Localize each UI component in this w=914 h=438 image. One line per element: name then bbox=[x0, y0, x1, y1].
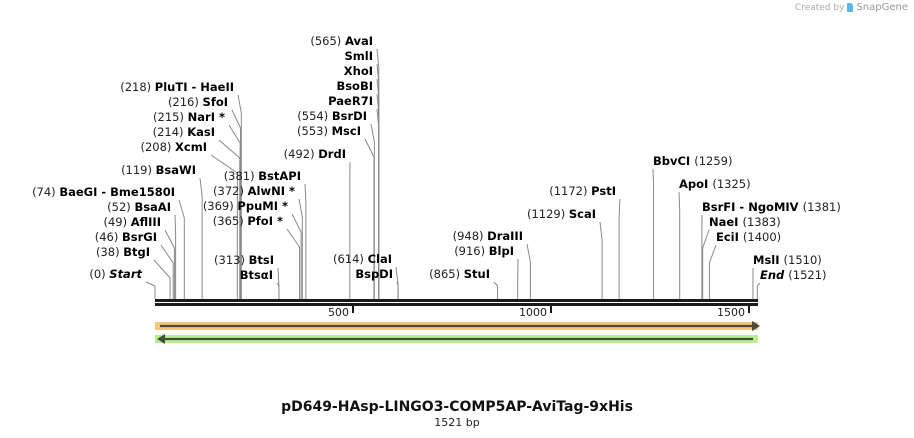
restriction-site-label[interactable]: End (1521) bbox=[760, 268, 827, 282]
green-feature-reverse[interactable] bbox=[155, 334, 758, 344]
tick-mark bbox=[352, 306, 354, 313]
tick-label: 1500 bbox=[717, 306, 745, 319]
restriction-site-label[interactable]: BsoBI bbox=[336, 79, 373, 93]
restriction-site-label[interactable]: (553) MscI bbox=[297, 124, 361, 138]
restriction-site-label[interactable]: PaeR7I bbox=[328, 94, 373, 108]
restriction-site-label[interactable]: (216) SfoI bbox=[168, 95, 228, 109]
restriction-site-label[interactable]: (313) BtsI bbox=[214, 253, 274, 267]
restriction-site-label[interactable]: (372) AlwNI * bbox=[213, 184, 295, 198]
snapgene-logo-icon bbox=[847, 3, 854, 12]
restriction-site-label[interactable]: (865) StuI bbox=[429, 267, 490, 281]
restriction-site-label[interactable]: (0) Start bbox=[89, 267, 142, 281]
restriction-site-label[interactable]: NaeI (1383) bbox=[709, 215, 781, 229]
sequence-length: 1521 bp bbox=[434, 416, 480, 429]
restriction-site-label[interactable]: (554) BsrDI bbox=[297, 109, 367, 123]
restriction-site-label[interactable]: (614) ClaI bbox=[333, 252, 392, 266]
tick-label: 1000 bbox=[519, 306, 547, 319]
restriction-site-label[interactable]: (119) BsaWI bbox=[121, 163, 196, 177]
restriction-site-label[interactable]: (1172) PstI bbox=[549, 184, 616, 198]
map-title: pD649-HAsp-LINGO3-COMP5AP-AviTag-9xHis bbox=[281, 399, 633, 415]
restriction-site-label[interactable]: (492) DrdI bbox=[284, 147, 346, 161]
tick-mark bbox=[550, 306, 552, 313]
restriction-site-label[interactable]: XhoI bbox=[344, 64, 373, 78]
tick-mark bbox=[748, 306, 750, 313]
restriction-site-label[interactable]: (38) BtgI bbox=[96, 245, 150, 259]
restriction-site-label[interactable]: (218) PluTI - HaeII bbox=[120, 80, 234, 94]
restriction-site-label[interactable]: SmlI bbox=[345, 49, 374, 63]
restriction-site-label[interactable]: (215) NarI * bbox=[153, 110, 225, 124]
restriction-site-label[interactable]: (365) PfoI * bbox=[213, 214, 283, 228]
restriction-site-label[interactable]: (916) BlpI bbox=[454, 244, 514, 258]
restriction-site-label[interactable]: (369) PpuMI * bbox=[203, 199, 288, 213]
restriction-site-label[interactable]: (1129) ScaI bbox=[527, 207, 596, 221]
credit-brand: SnapGene bbox=[856, 2, 908, 13]
restriction-site-label[interactable]: ApoI (1325) bbox=[679, 177, 751, 191]
restriction-site-label[interactable]: MslI (1510) bbox=[753, 253, 822, 267]
restriction-site-label[interactable]: (49) AflIII bbox=[103, 215, 161, 229]
features bbox=[155, 321, 760, 344]
credit: Created by SnapGene bbox=[795, 2, 908, 13]
site-labels: (0) Start(38) BtgI(46) BsrGI(49) AflIII(… bbox=[32, 34, 841, 282]
restriction-site-label[interactable]: (381) BstAPI bbox=[224, 169, 301, 183]
site-lines bbox=[145, 48, 761, 299]
restriction-site-label[interactable]: (214) KasI bbox=[153, 125, 215, 139]
restriction-site-label[interactable]: (948) DraIII bbox=[453, 229, 523, 243]
orange-feature-forward[interactable] bbox=[155, 321, 760, 331]
restriction-site-label[interactable]: (565) AvaI bbox=[310, 34, 373, 48]
restriction-site-label[interactable]: (208) XcmI bbox=[140, 140, 207, 154]
restriction-site-label[interactable]: EciI (1400) bbox=[716, 230, 781, 244]
restriction-site-label[interactable]: BtsαI bbox=[240, 268, 273, 282]
credit-prefix: Created by bbox=[794, 2, 845, 13]
restriction-site-label[interactable]: (46) BsrGI bbox=[95, 230, 157, 244]
ruler-ticks: 500 1000 1500 bbox=[328, 306, 750, 319]
restriction-site-label[interactable]: BbvCI (1259) bbox=[653, 154, 732, 168]
tick-label: 500 bbox=[328, 306, 349, 319]
backbone bbox=[155, 299, 758, 306]
restriction-site-label[interactable]: (52) BsaAI bbox=[107, 200, 171, 214]
restriction-site-label[interactable]: BspDI bbox=[355, 267, 393, 281]
restriction-site-label[interactable]: (74) BaeGI - Bme1580I bbox=[32, 185, 175, 199]
restriction-site-label[interactable]: BsrFI - NgoMIV (1381) bbox=[702, 200, 841, 214]
